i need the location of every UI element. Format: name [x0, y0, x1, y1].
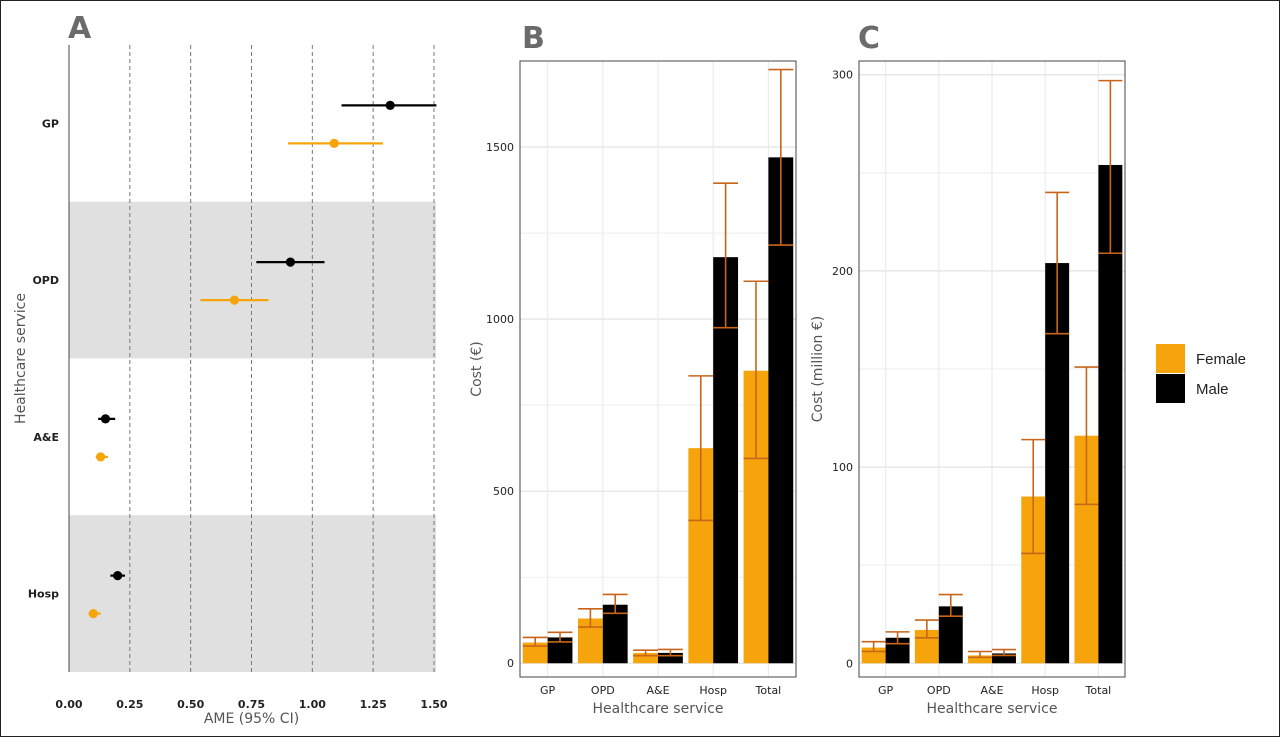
panel-c-x-axis-title: Healthcare service [927, 701, 1058, 717]
panel-c-bar-male-hosp [1045, 263, 1070, 664]
point-male-opd [285, 257, 296, 267]
panel-b-errorbar-male-a-e [658, 648, 683, 657]
panel-b-plot-border [519, 60, 797, 678]
panel-c-errorbar-male-opd [938, 593, 963, 617]
panel-b-x-axis-title: Healthcare service [593, 701, 724, 717]
panel-letter-b: B [522, 21, 545, 56]
panel-b-y-axis-title: Cost (€) [469, 341, 485, 396]
panel-b-errorbar-male-total [768, 68, 794, 246]
point-female-opd [229, 295, 240, 305]
panel-b-y-tick-label-500: 500 [493, 485, 514, 498]
y-tick-label-opd: OPD [32, 274, 59, 287]
x-tick-label-0-75: 0.75 [238, 698, 265, 711]
legend-label-male: Male [1196, 381, 1229, 398]
panel-c-errorbar-female-opd [914, 619, 939, 639]
panel-b-x-tick-label-opd: OPD [591, 684, 615, 697]
panel-c-y-tick-label-200: 200 [832, 265, 853, 278]
panel-b-y-tick-label-0: 0 [507, 657, 514, 670]
panel-b-y-tick-label-1000: 1000 [486, 313, 514, 326]
panel-c-bar-female-a-e [968, 655, 992, 664]
panel-c-bar-male-a-e [992, 653, 1016, 664]
panel-b-bar-chart: 0 500 1000 1500 GP OPD A&E Hosp Total Healthcare … [469, 60, 797, 717]
panel-c-errorbar-female-total [1074, 366, 1099, 506]
panel-b-errorbar-female-a-e [633, 649, 658, 657]
point-male-a-e [100, 414, 111, 424]
panel-b-errorbar-male-opd [602, 593, 628, 615]
panel-c-errorbar-male-total [1098, 79, 1123, 255]
point-female-a-e [96, 452, 106, 462]
x-tick-label-0-00: 0.00 [55, 698, 82, 711]
y-tick-label-hosp: Hosp [28, 588, 59, 601]
panel-b-errorbar-male-hosp [713, 182, 739, 329]
panel-b-errorbar-male-gp [547, 631, 573, 643]
panel-c-y-tick-label-300: 300 [832, 69, 853, 82]
panel-b-x-tick-label-total: Total [755, 684, 782, 697]
x-tick-label-0-50: 0.50 [177, 698, 204, 711]
panel-a-forest-plot: GP OPD A&E Hosp 0.00 0.25 0.50 0.75 1.00 1.25 1.50… [13, 45, 448, 727]
legend-swatch-female [1156, 344, 1185, 373]
panel-c-y-tick-label-0: 0 [846, 657, 853, 670]
panel-c-y-tick-label-100: 100 [832, 461, 853, 474]
panel-c-errorbar-female-a-e [968, 650, 992, 659]
panel-b-errorbar-female-gp [522, 636, 548, 647]
legend-swatch-male [1156, 374, 1185, 403]
panel-c-x-tick-label-a-e: A&E [980, 684, 1003, 697]
band-opd [69, 201, 436, 359]
panel-c-x-tick-label-hosp: Hosp [1031, 684, 1059, 697]
panel-b-x-tick-label-a-e: A&E [646, 684, 669, 697]
panel-c-errorbar-male-gp [885, 631, 910, 645]
panel-c-plot-border [858, 60, 1126, 678]
panel-c-errorbar-female-gp [861, 640, 886, 653]
panel-b-errorbar-female-total [743, 280, 769, 460]
panel-b-bar-female-a-e [633, 652, 658, 664]
panel-letter-a: A [68, 11, 92, 46]
panel-b-x-tick-label-hosp: Hosp [699, 684, 727, 697]
panel-b-errorbar-female-hosp [688, 375, 714, 522]
panel-c-x-tick-label-total: Total [1085, 684, 1112, 697]
x-tick-label-1-00: 1.00 [299, 698, 326, 711]
panel-b-y-tick-label-1500: 1500 [486, 141, 514, 154]
panel-c-bar-chart: 0 100 200 300 GP OPD A&E Hosp Total Healthcare se… [810, 60, 1126, 717]
panel-c-bar-female-hosp [1021, 496, 1046, 664]
point-male-hosp [113, 571, 123, 581]
panel-c-errorbar-male-a-e [992, 648, 1016, 657]
panel-c-errorbar-male-hosp [1045, 191, 1070, 335]
panel-b-errorbar-female-opd [577, 608, 603, 628]
y-tick-label-gp: GP [42, 117, 59, 130]
legend-label-female: Female [1196, 351, 1246, 368]
y-tick-label-a-e: A&E [33, 431, 59, 444]
y-axis-title: Healthcare service [13, 293, 29, 424]
band-hosp [69, 515, 436, 672]
panel-b-x-tick-label-gp: GP [540, 684, 556, 697]
panel-letter-c: C [858, 21, 880, 56]
panel-c-bar-male-total [1098, 164, 1123, 664]
x-tick-label-0-25: 0.25 [116, 698, 143, 711]
panel-b-bar-female-gp [522, 642, 548, 664]
panel-c-x-tick-label-gp: GP [878, 684, 894, 697]
panel-b-bar-male-a-e [658, 652, 683, 664]
x-tick-label-1-50: 1.50 [420, 698, 447, 711]
x-tick-label-1-25: 1.25 [360, 698, 387, 711]
panel-c-x-tick-label-opd: OPD [927, 684, 951, 697]
x-axis-title: AME (95% CI) [204, 711, 299, 727]
panel-c-bar-female-total [1074, 435, 1099, 664]
panel-c-y-axis-title: Cost (million €) [810, 316, 826, 423]
panel-c-bar-male-opd [938, 606, 963, 664]
point-female-hosp [88, 609, 98, 619]
panel-b-bar-male-opd [602, 604, 628, 664]
legend: Female Male [1156, 344, 1246, 403]
point-female-gp [329, 138, 339, 148]
point-male-gp [385, 100, 395, 110]
panel-c-errorbar-female-hosp [1021, 438, 1046, 555]
